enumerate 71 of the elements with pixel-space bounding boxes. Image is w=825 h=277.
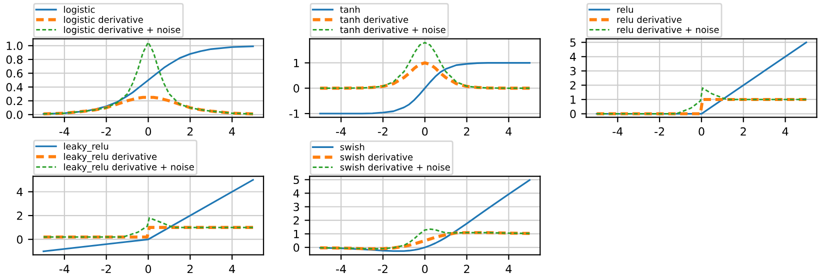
y-tick-label: 2 (294, 216, 299, 225)
legend-label: logistic derivative + noise (64, 26, 180, 35)
legend-label: tanh derivative (340, 16, 408, 23)
y-tick-label: 0.0 (6, 110, 23, 119)
x-tick-label: 4 (506, 264, 512, 274)
line-series (319, 42, 530, 89)
x-tick-label: 0 (698, 127, 704, 136)
legend-label: swish (340, 143, 364, 150)
line-series (319, 62, 530, 114)
y-tick-label: 0.4 (6, 83, 23, 92)
x-tick-label: -2 (654, 127, 664, 136)
line-series (42, 217, 254, 238)
y-tick-label: 0 (570, 110, 576, 118)
x-tick-label: -4 (59, 127, 70, 136)
x-tick-label: 4 (229, 127, 235, 136)
legend-label: tanh derivative + noise (340, 26, 446, 34)
x-tick-label: 2 (187, 264, 193, 274)
legend-label: leaky_relu derivative (64, 152, 157, 162)
x-tick-label: -4 (336, 127, 346, 136)
y-tick-label: 3 (570, 66, 576, 76)
y-tick-label: 3 (294, 202, 300, 212)
y-tick-label: 1 (570, 96, 576, 104)
y-tick-label: 0.8 (6, 55, 23, 64)
legend-label: swish derivative (340, 154, 413, 160)
legend-label: leaky_relu (64, 142, 108, 152)
x-tick-label: 2 (464, 264, 470, 274)
legend-label: logistic derivative (64, 16, 143, 25)
y-tick-label: 5 (294, 176, 299, 184)
x-tick-label: -2 (378, 264, 388, 274)
legend-label: tanh (340, 6, 360, 13)
x-tick-label: 2 (464, 127, 470, 136)
x-tick-label: -2 (101, 264, 111, 274)
y-tick-label: 0.2 (6, 96, 22, 106)
y-tick-label: 1 (294, 58, 299, 68)
line-series (319, 179, 530, 252)
y-tick-label: 4 (570, 52, 576, 61)
y-tick-label: -1 (289, 110, 299, 118)
y-tick-label: 4 (293, 189, 300, 198)
y-tick-label: 0 (16, 235, 23, 244)
y-tick-label: 4 (16, 188, 23, 196)
x-tick-label: -2 (101, 127, 111, 136)
x-tick-label: 4 (229, 264, 235, 274)
x-tick-label: 2 (187, 127, 193, 136)
x-tick-label: 0 (422, 127, 428, 136)
legend-label: logistic (64, 6, 95, 15)
y-tick-label: 0 (294, 243, 300, 252)
x-tick-label: -4 (336, 264, 346, 274)
y-tick-label: 1 (294, 230, 299, 238)
x-tick-label: -4 (612, 127, 623, 136)
legend-label: relu (617, 6, 633, 13)
y-tick-label: 1.0 (6, 42, 23, 50)
x-tick-label: -4 (59, 264, 70, 274)
x-tick-label: 0 (145, 264, 152, 274)
x-tick-label: 0 (422, 264, 428, 274)
x-tick-label: 0 (145, 127, 152, 136)
y-tick-label: 2 (17, 212, 22, 220)
y-tick-label: 5 (570, 38, 576, 47)
line-series (596, 87, 808, 115)
y-tick-label: 0.6 (6, 69, 23, 78)
legend-label: swish derivative + noise (340, 164, 450, 171)
x-tick-label: -2 (378, 127, 388, 136)
x-tick-label: 2 (740, 127, 746, 136)
x-tick-label: 4 (782, 127, 788, 136)
line-series (318, 61, 532, 90)
legend-label: relu derivative (617, 16, 682, 23)
legend-label: relu derivative + noise (617, 26, 719, 34)
legend-label: leaky_relu derivative + noise (64, 163, 194, 172)
y-tick-label: 2 (570, 81, 576, 90)
x-tick-label: 4 (506, 127, 512, 136)
line-series (42, 96, 255, 116)
y-tick-label: 0 (294, 84, 300, 93)
